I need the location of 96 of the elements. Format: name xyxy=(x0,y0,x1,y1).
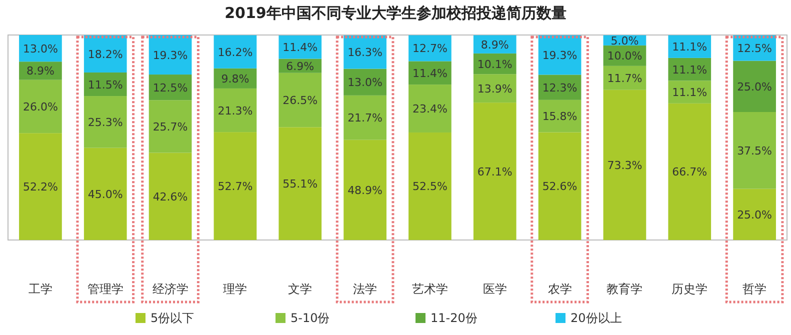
data-label: 73.3% xyxy=(607,158,642,172)
data-label: 16.2% xyxy=(218,46,253,59)
data-label: 52.7% xyxy=(218,180,253,194)
x-tick-label: 哲学 xyxy=(742,282,767,296)
data-label: 66.7% xyxy=(672,166,708,179)
data-label: 11.1% xyxy=(672,86,708,100)
data-label: 19.3% xyxy=(152,48,188,62)
bar xyxy=(214,132,257,240)
data-label: 11.1% xyxy=(672,63,708,76)
bar xyxy=(344,95,386,140)
data-label: 16.3% xyxy=(348,46,383,60)
data-label: 67.1% xyxy=(477,165,512,178)
x-tick-label: 工学 xyxy=(28,282,52,296)
chart-title: 2019年中国不同专业大学生参加校招投递简历数量 xyxy=(224,4,566,22)
data-label: 52.5% xyxy=(412,180,448,194)
x-tick-label: 文学 xyxy=(288,282,312,296)
legend-label: 5份以下 xyxy=(150,311,194,325)
bar xyxy=(19,80,62,134)
bar xyxy=(408,61,452,85)
data-label: 45.0% xyxy=(88,188,123,201)
data-label: 12.3% xyxy=(542,81,578,94)
data-label: 23.4% xyxy=(412,102,448,116)
x-tick-label: 艺术学 xyxy=(412,282,448,296)
data-label: 42.6% xyxy=(152,190,188,204)
data-label: 11.5% xyxy=(88,78,123,92)
data-label: 18.2% xyxy=(88,48,123,61)
bar xyxy=(214,35,257,68)
bar xyxy=(84,148,127,240)
data-label: 8.9% xyxy=(480,38,509,52)
x-tick-label: 农学 xyxy=(548,282,572,296)
bar xyxy=(538,132,582,240)
data-label: 12.5% xyxy=(152,81,188,94)
bar xyxy=(148,100,192,153)
bar xyxy=(733,188,776,240)
data-label: 25.0% xyxy=(737,208,772,222)
bar xyxy=(19,133,62,240)
data-label: 25.7% xyxy=(152,120,188,134)
data-label: 25.3% xyxy=(88,116,123,129)
data-label: 13.0% xyxy=(348,76,383,90)
bar xyxy=(148,152,192,240)
bar xyxy=(603,90,646,240)
bar xyxy=(538,100,582,132)
data-label: 8.9% xyxy=(26,64,54,78)
bar xyxy=(668,103,712,240)
legend-label: 5-10份 xyxy=(290,311,330,325)
bar xyxy=(733,60,776,112)
bar xyxy=(344,140,386,240)
data-label: 26.5% xyxy=(282,94,318,108)
bar xyxy=(408,84,452,132)
data-label: 10.1% xyxy=(477,58,512,71)
bar xyxy=(278,127,322,240)
data-label: 26.0% xyxy=(22,100,58,114)
bar xyxy=(733,112,776,189)
data-label: 10.0% xyxy=(607,50,642,63)
bar xyxy=(408,35,452,62)
data-label: 25.0% xyxy=(737,80,772,94)
data-label: 37.5% xyxy=(737,144,772,158)
data-label: 19.3% xyxy=(542,48,578,62)
data-label: 6.9% xyxy=(286,60,314,73)
data-label: 12.7% xyxy=(412,42,448,56)
data-label: 13.0% xyxy=(22,42,58,56)
data-label: 11.7% xyxy=(607,72,642,85)
data-label: 5.0% xyxy=(610,34,639,48)
data-label: 15.8% xyxy=(542,110,578,124)
data-label: 11.1% xyxy=(672,40,708,54)
data-label: 52.6% xyxy=(542,180,578,194)
data-label: 55.1% xyxy=(282,178,318,191)
data-label: 52.2% xyxy=(22,180,58,194)
bar xyxy=(84,96,127,148)
bar xyxy=(538,74,582,100)
data-label: 9.8% xyxy=(221,72,250,86)
x-tick-label: 历史学 xyxy=(672,282,708,296)
bar xyxy=(473,74,516,103)
x-tick-label: 经济学 xyxy=(152,282,188,296)
bar xyxy=(408,132,452,240)
bar xyxy=(278,72,322,128)
data-label: 13.9% xyxy=(477,82,512,96)
data-label: 21.7% xyxy=(348,112,383,125)
legend-label: 20份以上 xyxy=(570,311,622,325)
x-tick-label: 医学 xyxy=(482,282,507,296)
data-label: 11.4% xyxy=(282,41,318,54)
data-label: 11.4% xyxy=(412,66,448,80)
data-label: 21.3% xyxy=(218,104,253,118)
bar xyxy=(84,35,127,72)
bar xyxy=(668,80,712,104)
x-tick-label: 管理学 xyxy=(87,282,124,296)
bar xyxy=(278,35,322,59)
data-label: 48.9% xyxy=(348,184,383,197)
bar xyxy=(473,102,516,240)
bar xyxy=(668,35,712,58)
x-tick-label: 教育学 xyxy=(606,282,643,296)
data-label: 12.5% xyxy=(737,42,772,56)
legend-label: 11-20份 xyxy=(430,311,478,325)
bar xyxy=(214,88,257,132)
x-tick-label: 理学 xyxy=(223,282,248,296)
x-tick-label: 法学 xyxy=(353,282,378,296)
